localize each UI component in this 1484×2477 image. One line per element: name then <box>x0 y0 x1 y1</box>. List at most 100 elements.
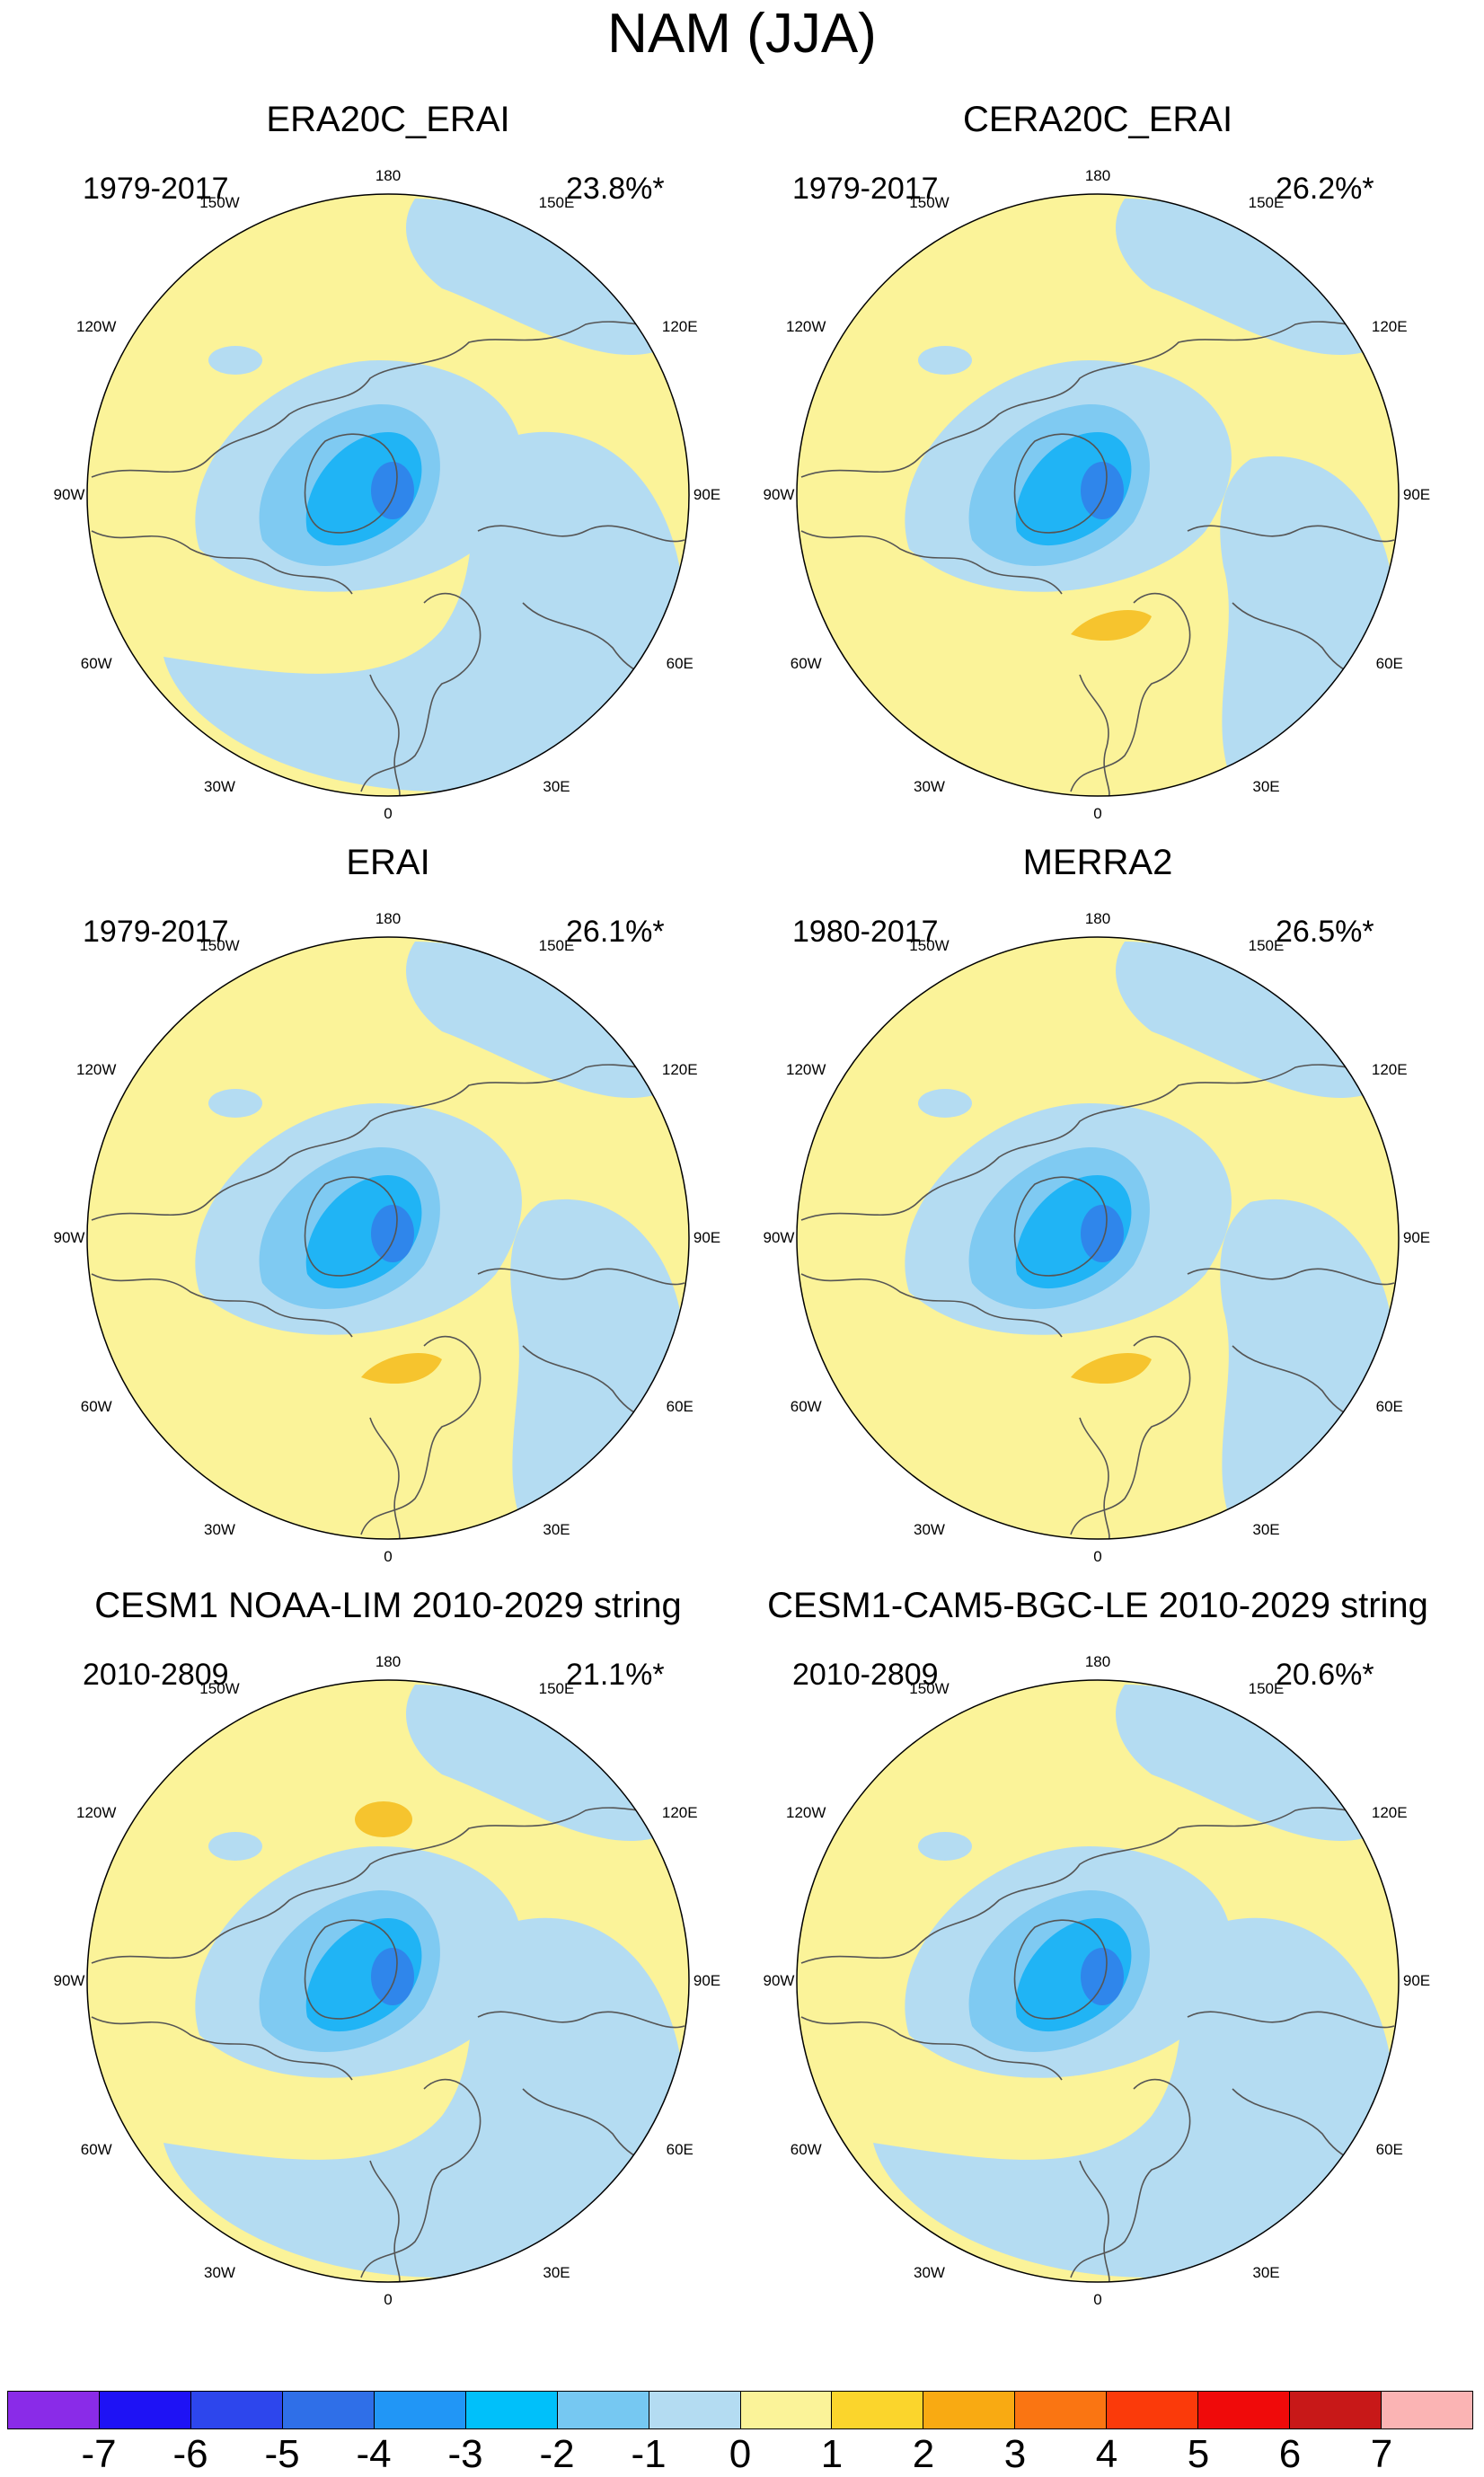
longitude-label: 120E <box>661 317 698 335</box>
negative-anomaly-core <box>1081 1205 1124 1262</box>
longitude-label: 60W <box>790 2140 822 2158</box>
longitude-label: 90E <box>693 486 721 503</box>
longitude-label: 30W <box>204 1520 235 1538</box>
coastline <box>304 1176 398 1277</box>
longitude-label: 30E <box>543 2263 570 2281</box>
coastline <box>91 530 353 595</box>
longitude-label: 150E <box>538 1680 575 1698</box>
coastline <box>91 1807 685 1964</box>
longitude-label: 120E <box>1371 317 1408 335</box>
longitude-label: 0 <box>1093 2291 1102 2308</box>
period-label: 2010-2809 <box>83 1658 229 1692</box>
negative-anomaly-region <box>918 1832 972 1861</box>
longitude-label: 120W <box>786 317 826 335</box>
polar-map <box>796 936 1400 1540</box>
longitude-label: 150E <box>538 194 575 212</box>
longitude-label: 120W <box>76 1060 117 1078</box>
longitude-label: 180 <box>375 1653 402 1670</box>
longitude-label: 90E <box>1402 486 1431 503</box>
longitude-label: 60E <box>666 654 693 672</box>
colorbar-tick-label: -6 <box>172 2432 208 2476</box>
longitude-label: 150W <box>199 194 240 212</box>
colorbar-swatch <box>374 2392 466 2428</box>
colorbar-tick-label: 4 <box>1095 2432 1118 2476</box>
map-border <box>796 193 1400 797</box>
longitude-label: 150W <box>909 937 950 955</box>
longitude-label: 60E <box>1375 2140 1403 2158</box>
coastline <box>800 2016 1063 2081</box>
longitude-label: 150E <box>538 937 575 955</box>
negative-anomaly-region <box>1116 942 1367 1098</box>
longitude-label: 30E <box>543 777 570 795</box>
coastline <box>369 2160 401 2282</box>
longitude-label: 0 <box>384 1548 393 1565</box>
longitude-label: 30E <box>1252 2263 1280 2281</box>
negative-anomaly-region <box>873 1917 1394 2278</box>
coastline <box>1079 674 1110 796</box>
negative-anomaly-core <box>371 1948 414 2005</box>
positive-anomaly-region <box>1071 1352 1152 1384</box>
longitude-label: 30W <box>914 1520 945 1538</box>
colorbar-swatch <box>1107 2392 1199 2428</box>
colorbar-swatch <box>923 2392 1016 2428</box>
colorbar-tick-label: 0 <box>729 2432 752 2476</box>
longitude-label: 180 <box>375 167 402 184</box>
coastline <box>1013 1176 1108 1277</box>
colorbar-tick-label: 2 <box>912 2432 935 2476</box>
coastline <box>800 530 1063 595</box>
negative-anomaly-region <box>918 346 972 375</box>
longitude-label: 150E <box>1248 194 1285 212</box>
colorbar-tick-label: -4 <box>356 2432 392 2476</box>
colorbar-swatch <box>557 2392 649 2428</box>
period-label: 1980-2017 <box>792 915 939 949</box>
panel-title: CESM1-CAM5-BGC-LE 2010-2029 string <box>767 1586 1428 1625</box>
longitude-label: 0 <box>384 805 393 822</box>
longitude-label: 120E <box>1371 1060 1408 1078</box>
longitude-label: 180 <box>1084 167 1111 184</box>
positive-anomaly-region <box>1071 609 1152 641</box>
colorbar-swatch <box>190 2392 283 2428</box>
longitude-label: 60W <box>80 654 112 672</box>
longitude-label: 90E <box>693 1972 721 1989</box>
longitude-label: 90W <box>53 486 85 503</box>
negative-anomaly-region <box>208 1832 262 1861</box>
map-border <box>86 936 690 1540</box>
longitude-label: 180 <box>1084 1653 1111 1670</box>
negative-anomaly-core <box>371 462 414 519</box>
coastline <box>1070 592 1191 792</box>
longitude-label: 90W <box>763 1229 795 1246</box>
longitude-label: 150W <box>909 1680 950 1698</box>
coastline <box>1079 1417 1110 1539</box>
colorbar-tick-label: 7 <box>1370 2432 1393 2476</box>
longitude-label: 60W <box>790 654 822 672</box>
longitude-label: 120E <box>661 1803 698 1821</box>
variance-label: 26.5%* <box>1276 915 1374 949</box>
longitude-label: 30W <box>204 2263 235 2281</box>
longitude-label: 90W <box>763 486 795 503</box>
coastline <box>477 1268 685 1286</box>
longitude-label: 0 <box>1093 1548 1102 1565</box>
coastline <box>1187 525 1395 543</box>
panel-title: CESM1 NOAA-LIM 2010-2029 string <box>94 1586 682 1625</box>
longitude-label: 60E <box>666 2140 693 2158</box>
panel-title: ERAI <box>346 843 430 882</box>
figure-title: NAM (JJA) <box>607 3 877 65</box>
period-label: 1979-2017 <box>83 172 229 206</box>
longitude-label: 120W <box>786 1060 826 1078</box>
longitude-label: 90W <box>53 1229 85 1246</box>
coastline <box>800 1064 1395 1221</box>
longitude-label: 30E <box>543 1520 570 1538</box>
longitude-label: 90W <box>763 1972 795 1989</box>
coastline <box>91 1064 685 1221</box>
colorbar-tick-label: 3 <box>1003 2432 1027 2476</box>
longitude-label: 60W <box>790 1397 822 1415</box>
coastline <box>369 1417 401 1539</box>
coastline <box>1070 1335 1191 1535</box>
coastline <box>360 2078 481 2278</box>
longitude-label: 150W <box>199 937 240 955</box>
negative-anomaly-region <box>406 942 658 1098</box>
polar-map <box>86 1679 690 2283</box>
map-border <box>86 193 690 797</box>
longitude-label: 30E <box>1252 777 1280 795</box>
longitude-label: 0 <box>384 2291 393 2308</box>
